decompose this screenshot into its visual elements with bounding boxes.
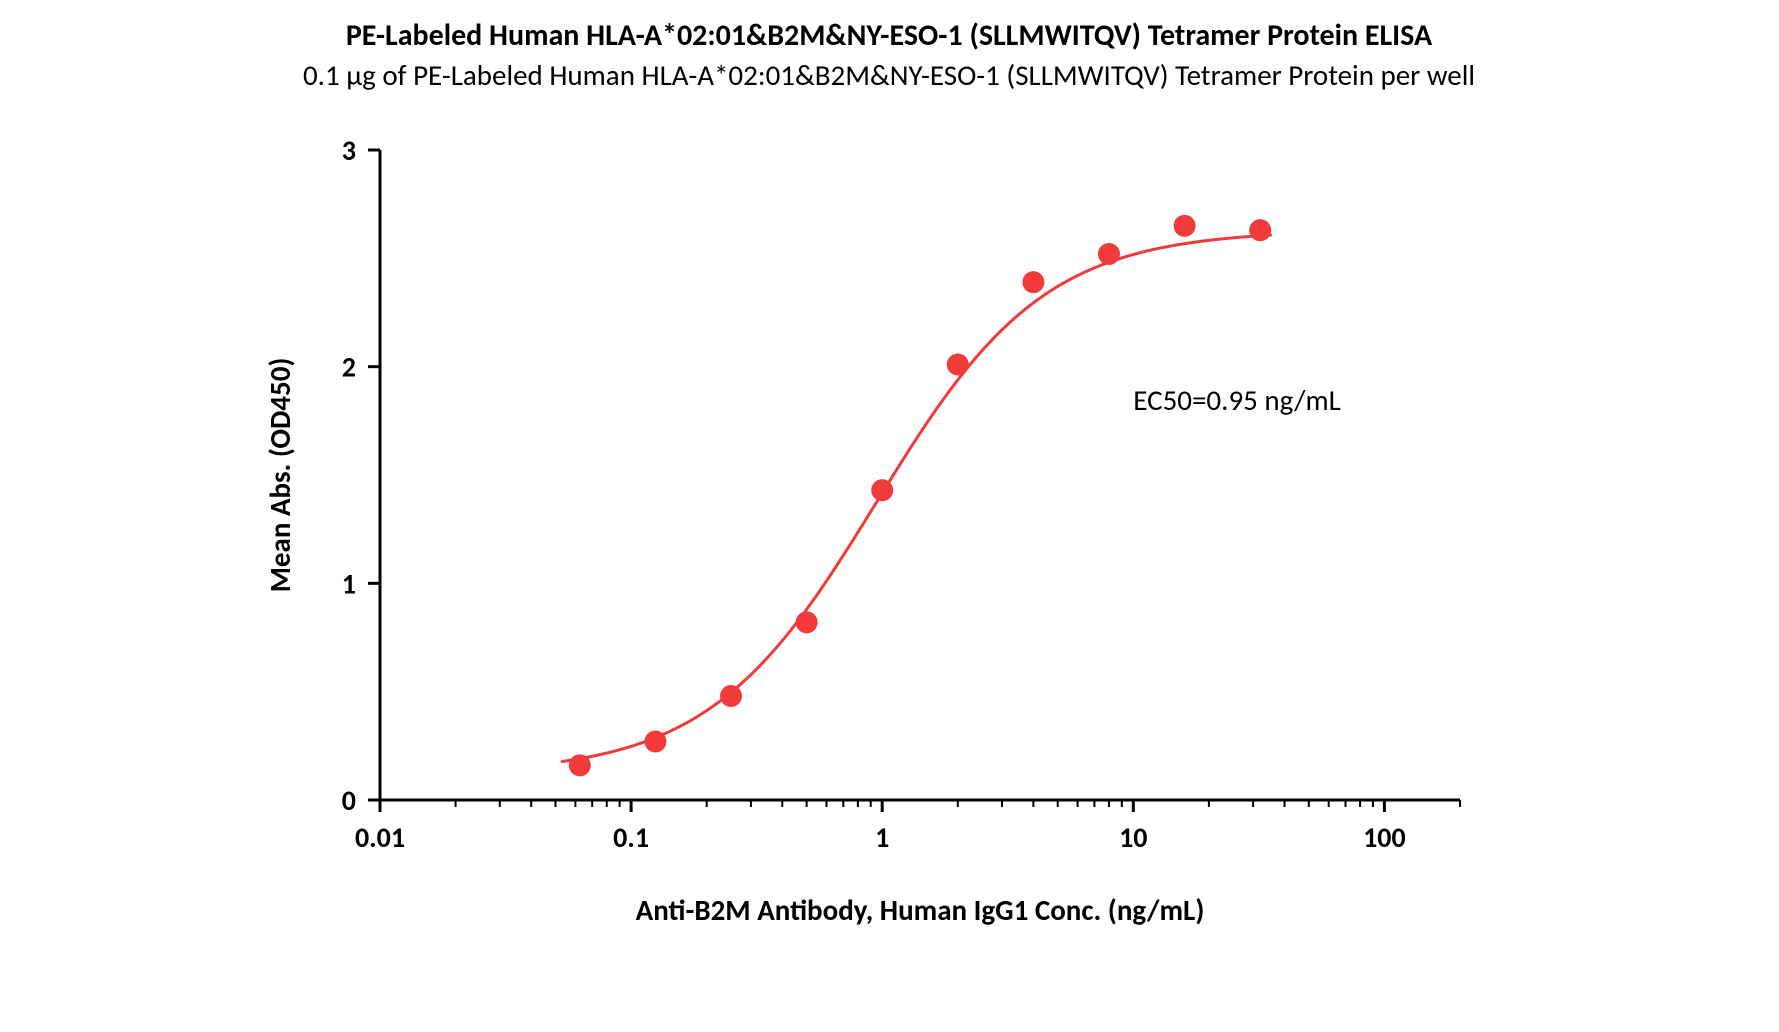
fit-curve (562, 235, 1270, 761)
data-point (569, 754, 591, 776)
data-point (1098, 243, 1120, 265)
data-point (947, 354, 969, 376)
x-tick-label: 100 (1363, 820, 1406, 855)
y-tick-label: 2 (342, 350, 356, 385)
data-point (644, 731, 666, 753)
y-tick-label: 1 (342, 566, 356, 601)
x-tick-label: 10 (1119, 820, 1147, 855)
y-tick-label: 3 (342, 133, 356, 168)
data-point (1022, 271, 1044, 293)
elisa-chart: PE-Labeled Human HLA-A*02:01&B2M&NY-ESO-… (0, 0, 1779, 1032)
y-axis-label: Mean Abs. (OD450) (262, 358, 298, 593)
data-point (1174, 215, 1196, 237)
x-axis-label: Anti-B2M Antibody, Human IgG1 Conc. (ng/… (636, 892, 1205, 928)
chart-subtitle: 0.1 μg of PE-Labeled Human HLA-A*02:01&B… (303, 57, 1475, 93)
data-point (720, 685, 742, 707)
ec50-annotation: EC50=0.95 ng/mL (1133, 382, 1341, 418)
x-tick-label: 0.01 (355, 820, 405, 855)
x-tick-label: 1 (875, 820, 889, 855)
data-point (796, 611, 818, 633)
chart-title: PE-Labeled Human HLA-A*02:01&B2M&NY-ESO-… (346, 17, 1433, 54)
x-tick-label: 0.1 (613, 820, 649, 855)
data-point (1249, 219, 1271, 241)
chart-container: PE-Labeled Human HLA-A*02:01&B2M&NY-ESO-… (0, 0, 1779, 1032)
y-tick-label: 0 (342, 783, 356, 818)
data-point (871, 479, 893, 501)
